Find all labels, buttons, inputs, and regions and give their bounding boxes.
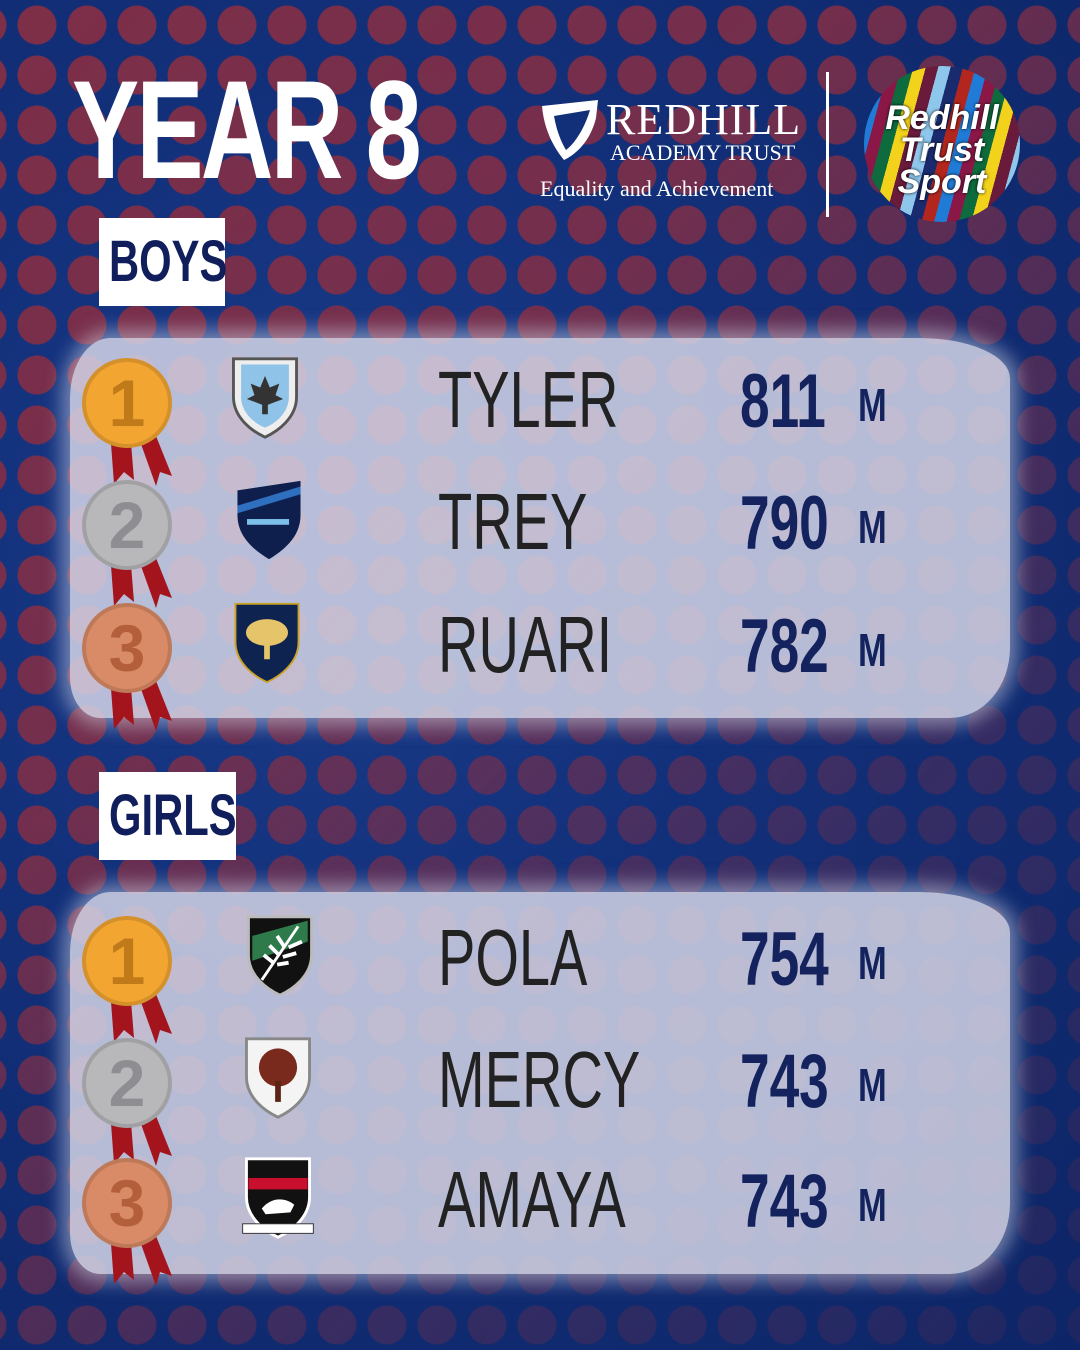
distance-unit: M	[858, 624, 887, 676]
leaderboard-row: 1 POLA 754 M	[0, 915, 1080, 1078]
girls-panel	[70, 892, 1010, 1274]
leaderboard-row: 3 AMAYA 743 M	[0, 1157, 1080, 1320]
silver-medal-icon: 2	[82, 1038, 172, 1128]
logo-divider	[826, 72, 829, 217]
palm-leaf-crest-icon	[247, 915, 313, 997]
distance-unit: M	[858, 1179, 887, 1231]
leaderboard-row: 1 TYLER 811 M	[0, 357, 1080, 520]
section-label-girls: GIRLS	[99, 772, 237, 860]
distance-score: 790	[740, 481, 829, 566]
bronze-medal-icon: 3	[82, 603, 172, 693]
tree-crest-icon	[234, 602, 300, 684]
distance-unit: M	[858, 937, 887, 989]
distance-score: 754	[740, 917, 829, 1002]
maple-leaf-crest-icon	[232, 357, 298, 439]
bronze-medal-icon: 3	[82, 1158, 172, 1248]
athlete-name: RUARI	[438, 600, 613, 689]
distance-score: 811	[740, 359, 826, 444]
leaderboard-row: 2 TREY 790 M	[0, 480, 1080, 642]
oak-tree-crest-icon	[245, 1037, 311, 1119]
athlete-name: MERCY	[438, 1035, 641, 1124]
silver-medal-icon: 2	[82, 480, 172, 570]
distance-unit: M	[858, 1059, 887, 1111]
gold-medal-icon: 1	[82, 358, 172, 448]
castle-crest-icon	[237, 480, 301, 560]
page-title: YEAR 8	[72, 51, 422, 208]
shield-icon	[542, 100, 598, 160]
distance-score: 743	[740, 1159, 829, 1244]
distance-unit: M	[858, 379, 887, 431]
gold-medal-icon: 1	[82, 916, 172, 1006]
leaderboard-row: 2 MERCY 743 M	[0, 1037, 1080, 1200]
athlete-name: TREY	[438, 477, 588, 566]
athlete-name: POLA	[438, 913, 588, 1002]
section-label-boys: BOYS	[99, 218, 227, 306]
boys-panel	[70, 338, 1010, 718]
stag-crest-icon	[242, 1157, 314, 1239]
athlete-name: AMAYA	[438, 1155, 626, 1244]
distance-score: 743	[740, 1039, 829, 1124]
distance-unit: M	[858, 501, 887, 553]
athlete-name: TYLER	[438, 355, 619, 444]
distance-score: 782	[740, 604, 829, 689]
redhill-trust-sport-logo: Redhill Trust Sport	[864, 66, 1020, 222]
leaderboard-row: 3 RUARI 782 M	[0, 602, 1080, 765]
